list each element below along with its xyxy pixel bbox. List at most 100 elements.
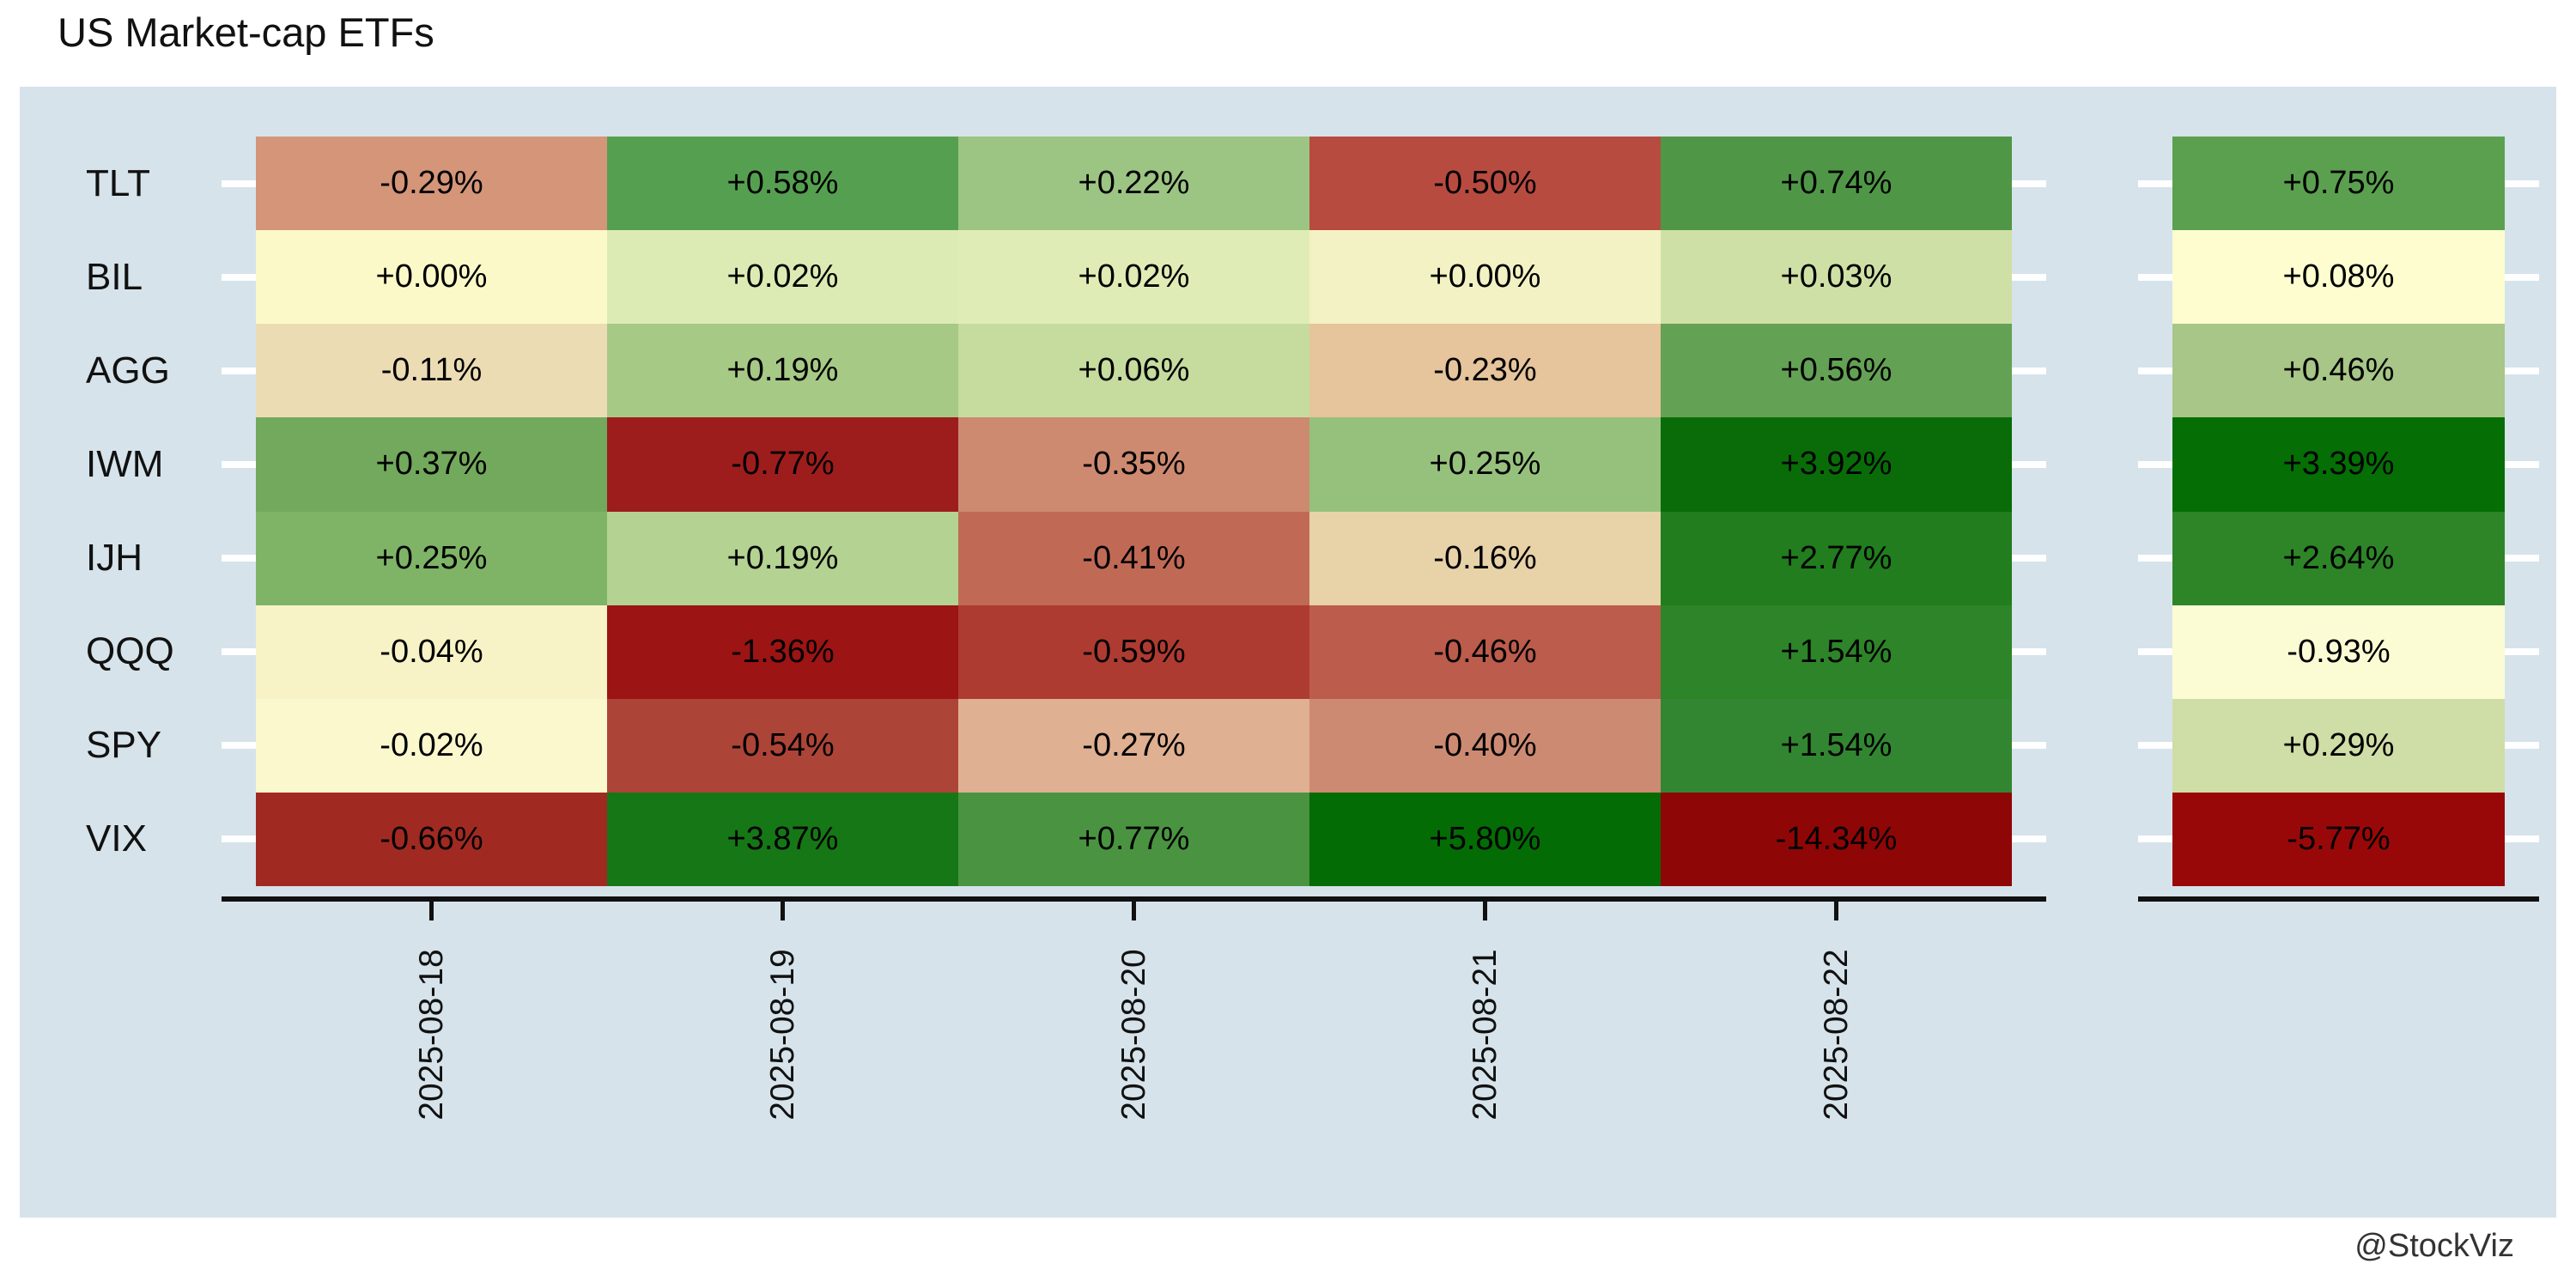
y-tick-mark (2138, 742, 2172, 750)
y-tick-mark (2505, 742, 2539, 750)
y-tick-mark (2138, 555, 2172, 562)
y-tick-mark (2138, 648, 2172, 656)
heatmap-cell: -0.02% (256, 698, 607, 793)
y-tick-mark (2138, 835, 2172, 843)
x-tick-mark (1132, 902, 1136, 920)
y-tick-mark (222, 555, 256, 562)
summary-cell: -5.77% (2172, 792, 2505, 886)
y-tick-mark (2505, 555, 2539, 562)
y-tick-mark (2012, 273, 2046, 281)
row-label: TLT (86, 161, 150, 204)
watermark-label: @StockViz (2354, 1228, 2514, 1264)
summary-cell: +0.75% (2172, 137, 2505, 231)
y-tick-mark (2505, 648, 2539, 656)
x-tick-mark (1834, 902, 1838, 920)
y-tick-mark (222, 179, 256, 187)
x-tick-label: 2025-08-18 (412, 949, 450, 1121)
y-tick-mark (2138, 367, 2172, 374)
y-tick-mark (2012, 835, 2046, 843)
heatmap-cell: -0.77% (607, 417, 958, 512)
heatmap-cell: -0.41% (958, 511, 1309, 605)
row-label: VIX (86, 817, 147, 860)
y-tick-mark (222, 835, 256, 843)
y-tick-mark (222, 367, 256, 374)
y-tick-mark (2505, 367, 2539, 374)
heatmap-cell: +0.58% (607, 137, 958, 231)
heatmap-cell: +0.00% (256, 230, 607, 325)
y-tick-mark (2505, 460, 2539, 468)
summary-cell: -0.93% (2172, 605, 2505, 699)
y-tick-mark (2012, 555, 2046, 562)
y-tick-mark (2138, 460, 2172, 468)
y-tick-mark (2012, 742, 2046, 750)
heatmap-cell: -0.23% (1309, 324, 1661, 418)
y-tick-mark (222, 273, 256, 281)
x-tick-label: 2025-08-19 (763, 949, 801, 1121)
heatmap-cell: -0.50% (1309, 137, 1661, 231)
x-tick-mark (781, 902, 785, 920)
row-label: AGG (86, 349, 170, 392)
x-tick-label: 2025-08-21 (1466, 949, 1504, 1121)
heatmap-cell: +0.77% (958, 792, 1309, 886)
heatmap-cell: +3.87% (607, 792, 958, 886)
row-label: IWM (86, 442, 164, 485)
summary-cell: +0.08% (2172, 230, 2505, 325)
heatmap-cell: -0.16% (1309, 511, 1661, 605)
heatmap-cell: -0.11% (256, 324, 607, 418)
heatmap-cell: +3.92% (1661, 417, 2012, 512)
heatmap-cell: +0.22% (958, 137, 1309, 231)
heatmap-cell: -1.36% (607, 605, 958, 699)
heatmap-cell: +0.56% (1661, 324, 2012, 418)
heatmap-cell: -0.04% (256, 605, 607, 699)
summary-cell: +0.46% (2172, 324, 2505, 418)
heatmap-cell: -0.54% (607, 698, 958, 793)
x-tick-label: 2025-08-22 (1817, 949, 1855, 1121)
heatmap-cell: +1.54% (1661, 605, 2012, 699)
heatmap-cell: +0.00% (1309, 230, 1661, 325)
summary-cell: +0.29% (2172, 698, 2505, 793)
summary-cell: +3.39% (2172, 417, 2505, 512)
heatmap-cell: -0.27% (958, 698, 1309, 793)
y-tick-mark (2505, 273, 2539, 281)
y-tick-mark (2505, 179, 2539, 187)
heatmap-cell: +0.25% (256, 511, 607, 605)
x-axis-line (222, 896, 2046, 902)
y-tick-mark (2012, 460, 2046, 468)
row-label: BIL (86, 255, 143, 298)
y-tick-mark (2138, 273, 2172, 281)
heatmap-cell: +0.19% (607, 511, 958, 605)
summary-axis-line (2138, 896, 2539, 902)
row-label: QQQ (86, 630, 174, 673)
x-tick-label: 2025-08-20 (1115, 949, 1152, 1121)
x-tick-mark (1483, 902, 1487, 920)
heatmap-cell: +0.06% (958, 324, 1309, 418)
row-label: SPY (86, 724, 162, 767)
chart-title: US Market-cap ETFs (58, 9, 434, 55)
y-tick-mark (2012, 179, 2046, 187)
heatmap-cell: +5.80% (1309, 792, 1661, 886)
y-tick-mark (222, 648, 256, 656)
y-tick-mark (222, 460, 256, 468)
heatmap-cell: -0.59% (958, 605, 1309, 699)
heatmap-cell: -0.35% (958, 417, 1309, 512)
heatmap-cell: +0.03% (1661, 230, 2012, 325)
heatmap-cell: +0.37% (256, 417, 607, 512)
heatmap-cell: +0.19% (607, 324, 958, 418)
heatmap-cell: -0.66% (256, 792, 607, 886)
heatmap-cell: +2.77% (1661, 511, 2012, 605)
x-tick-mark (429, 902, 434, 920)
y-tick-mark (222, 742, 256, 750)
heatmap-cell: +0.74% (1661, 137, 2012, 231)
heatmap-cell: -0.40% (1309, 698, 1661, 793)
heatmap-cell: +0.02% (607, 230, 958, 325)
heatmap-cell: +0.02% (958, 230, 1309, 325)
heatmap-cell: -0.29% (256, 137, 607, 231)
y-tick-mark (2505, 835, 2539, 843)
summary-cell: +2.64% (2172, 511, 2505, 605)
heatmap-cell: +0.25% (1309, 417, 1661, 512)
y-tick-mark (2138, 179, 2172, 187)
y-tick-mark (2012, 648, 2046, 656)
heatmap-cell: +1.54% (1661, 698, 2012, 793)
heatmap-cell: -14.34% (1661, 792, 2012, 886)
